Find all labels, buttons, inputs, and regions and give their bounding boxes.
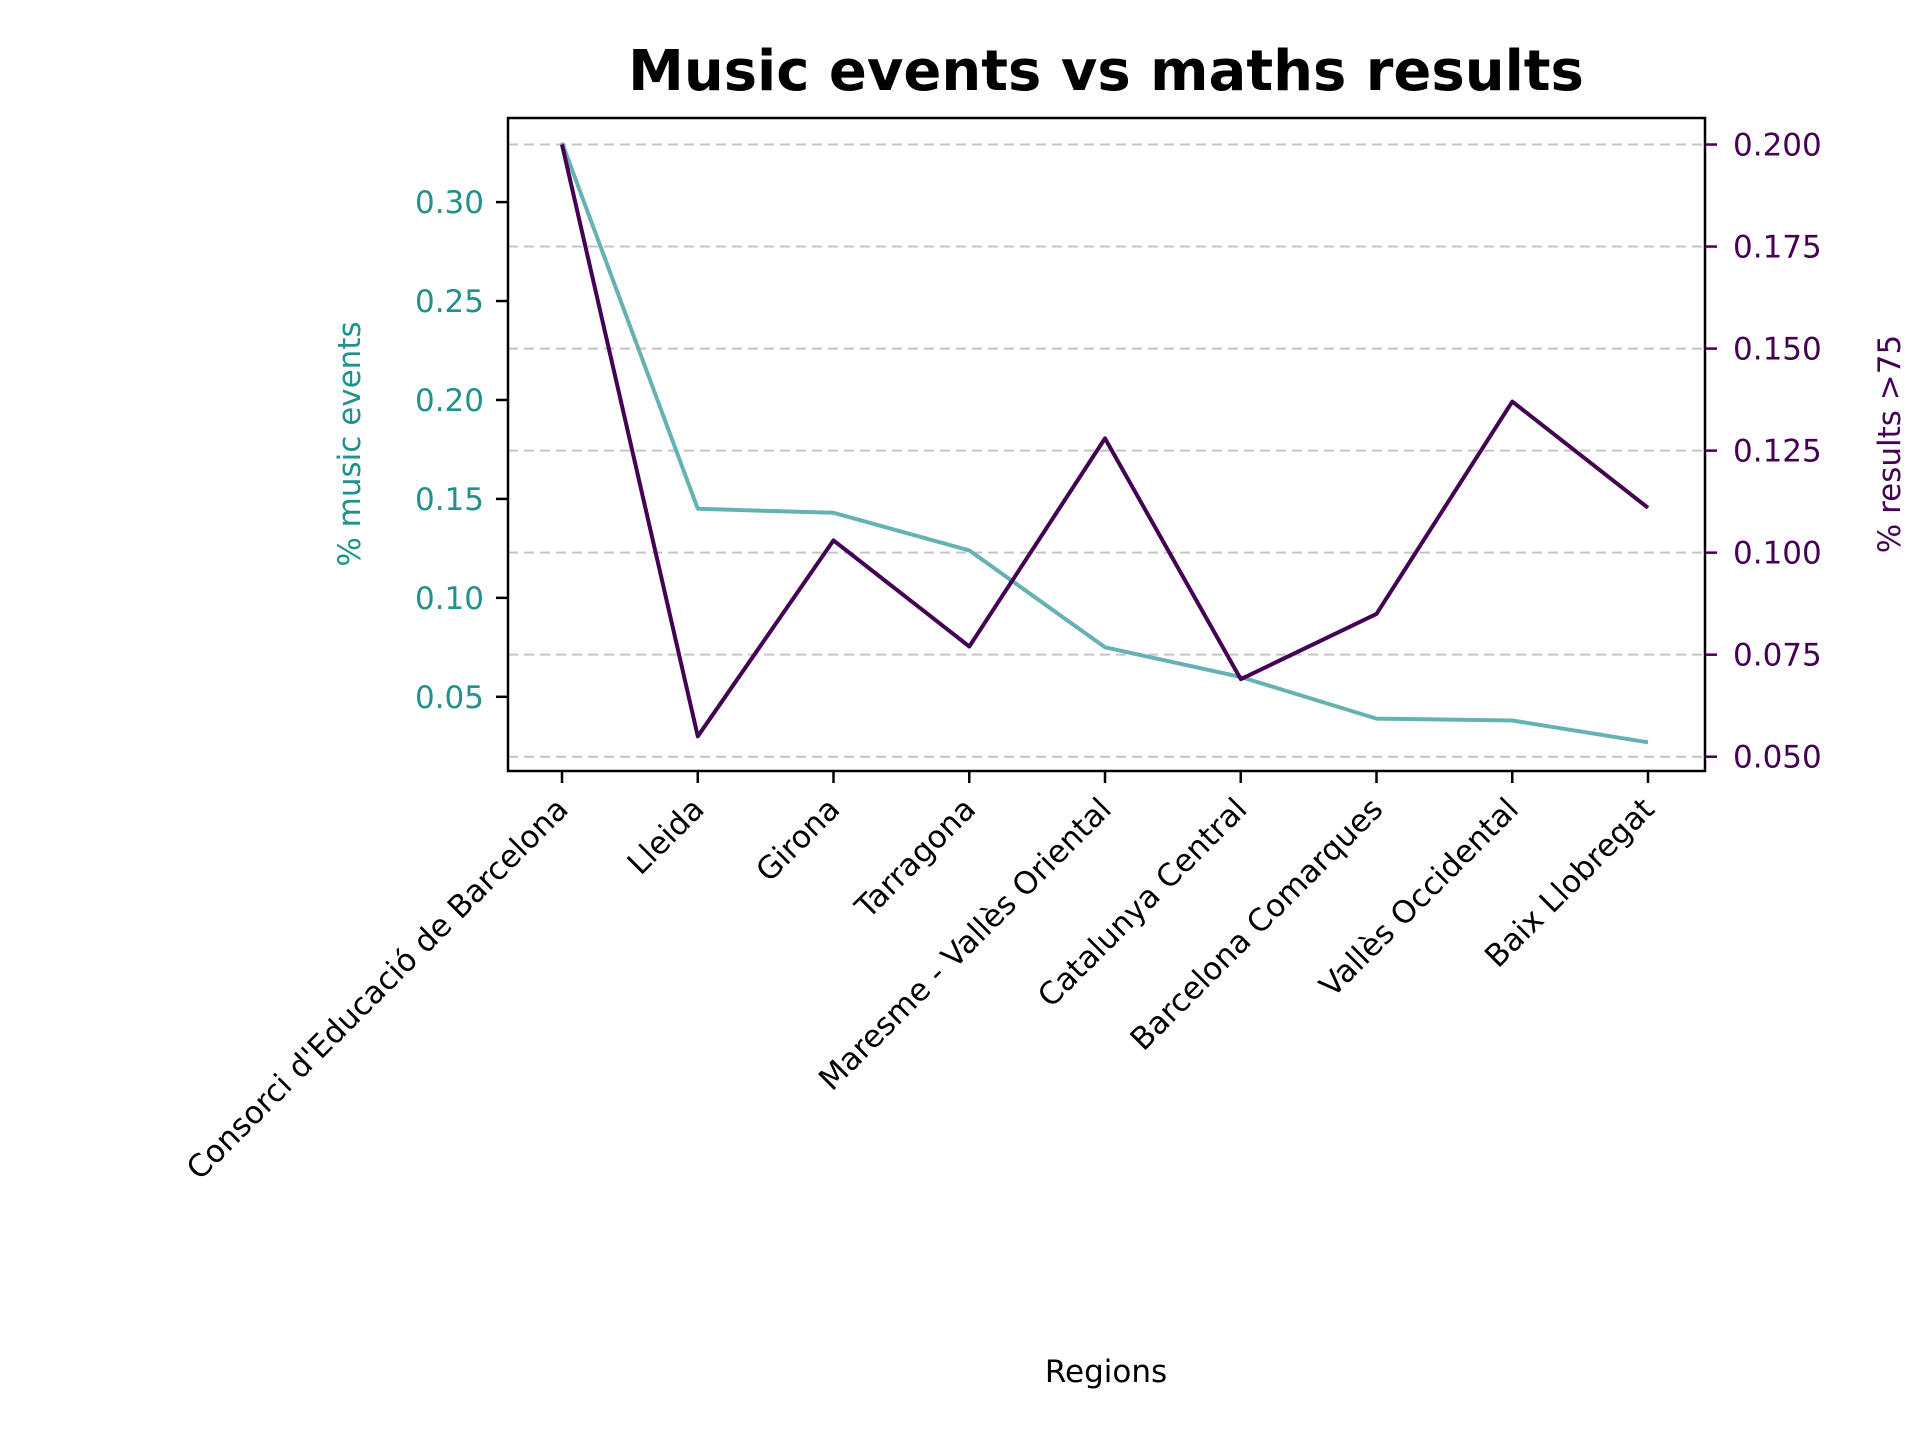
x-axis: Consorci d'Educació de Barcelona Lleida Gi… [180,771,1662,1187]
x-tick-label: Consorci d'Educació de Barcelona [180,791,576,1187]
y-left-tick-label: 0.20 [415,383,484,419]
y-right-tick-label: 0.100 [1733,536,1822,572]
y-left-tick-label: 0.10 [415,581,484,617]
y-left-tick-label: 0.05 [415,680,484,716]
y-axis-right-label: % results >75 [1872,335,1908,553]
series-lines [560,142,1650,745]
x-tick-label: Lleida [621,791,712,882]
y-right-tick-label: 0.050 [1733,740,1822,776]
x-tick-label: Maresme - Vallès Oriental [812,791,1119,1098]
x-tick-label: Barcelona Comarques [1124,791,1391,1058]
y-right-tick-label: 0.150 [1733,332,1822,368]
y-axis-right: 0.050 0.075 0.100 0.125 0.150 0.175 0.200 [1705,128,1822,776]
y-axis-left-label: % music events [332,321,368,566]
y-left-tick-label: 0.15 [415,482,484,518]
series-line-left [560,142,1649,745]
y-left-tick-label: 0.25 [415,284,484,320]
y-right-tick-label: 0.075 [1733,638,1822,674]
chart-title: Music events vs maths results [628,39,1584,104]
y-right-tick-label: 0.125 [1733,434,1822,470]
x-tick-label: Tarragona [848,791,983,926]
grid-lines [508,143,1705,758]
x-axis-label: Regions [1045,1354,1167,1390]
y-right-tick-label: 0.175 [1733,230,1822,266]
plot-frame [506,116,1707,773]
y-left-tick-label: 0.30 [415,185,484,221]
x-tick-label: Girona [749,791,847,889]
y-right-tick-label: 0.200 [1733,128,1822,164]
series-line-right [560,144,1650,739]
y-axis-left: 0.05 0.10 0.15 0.20 0.25 0.30 [415,185,508,716]
